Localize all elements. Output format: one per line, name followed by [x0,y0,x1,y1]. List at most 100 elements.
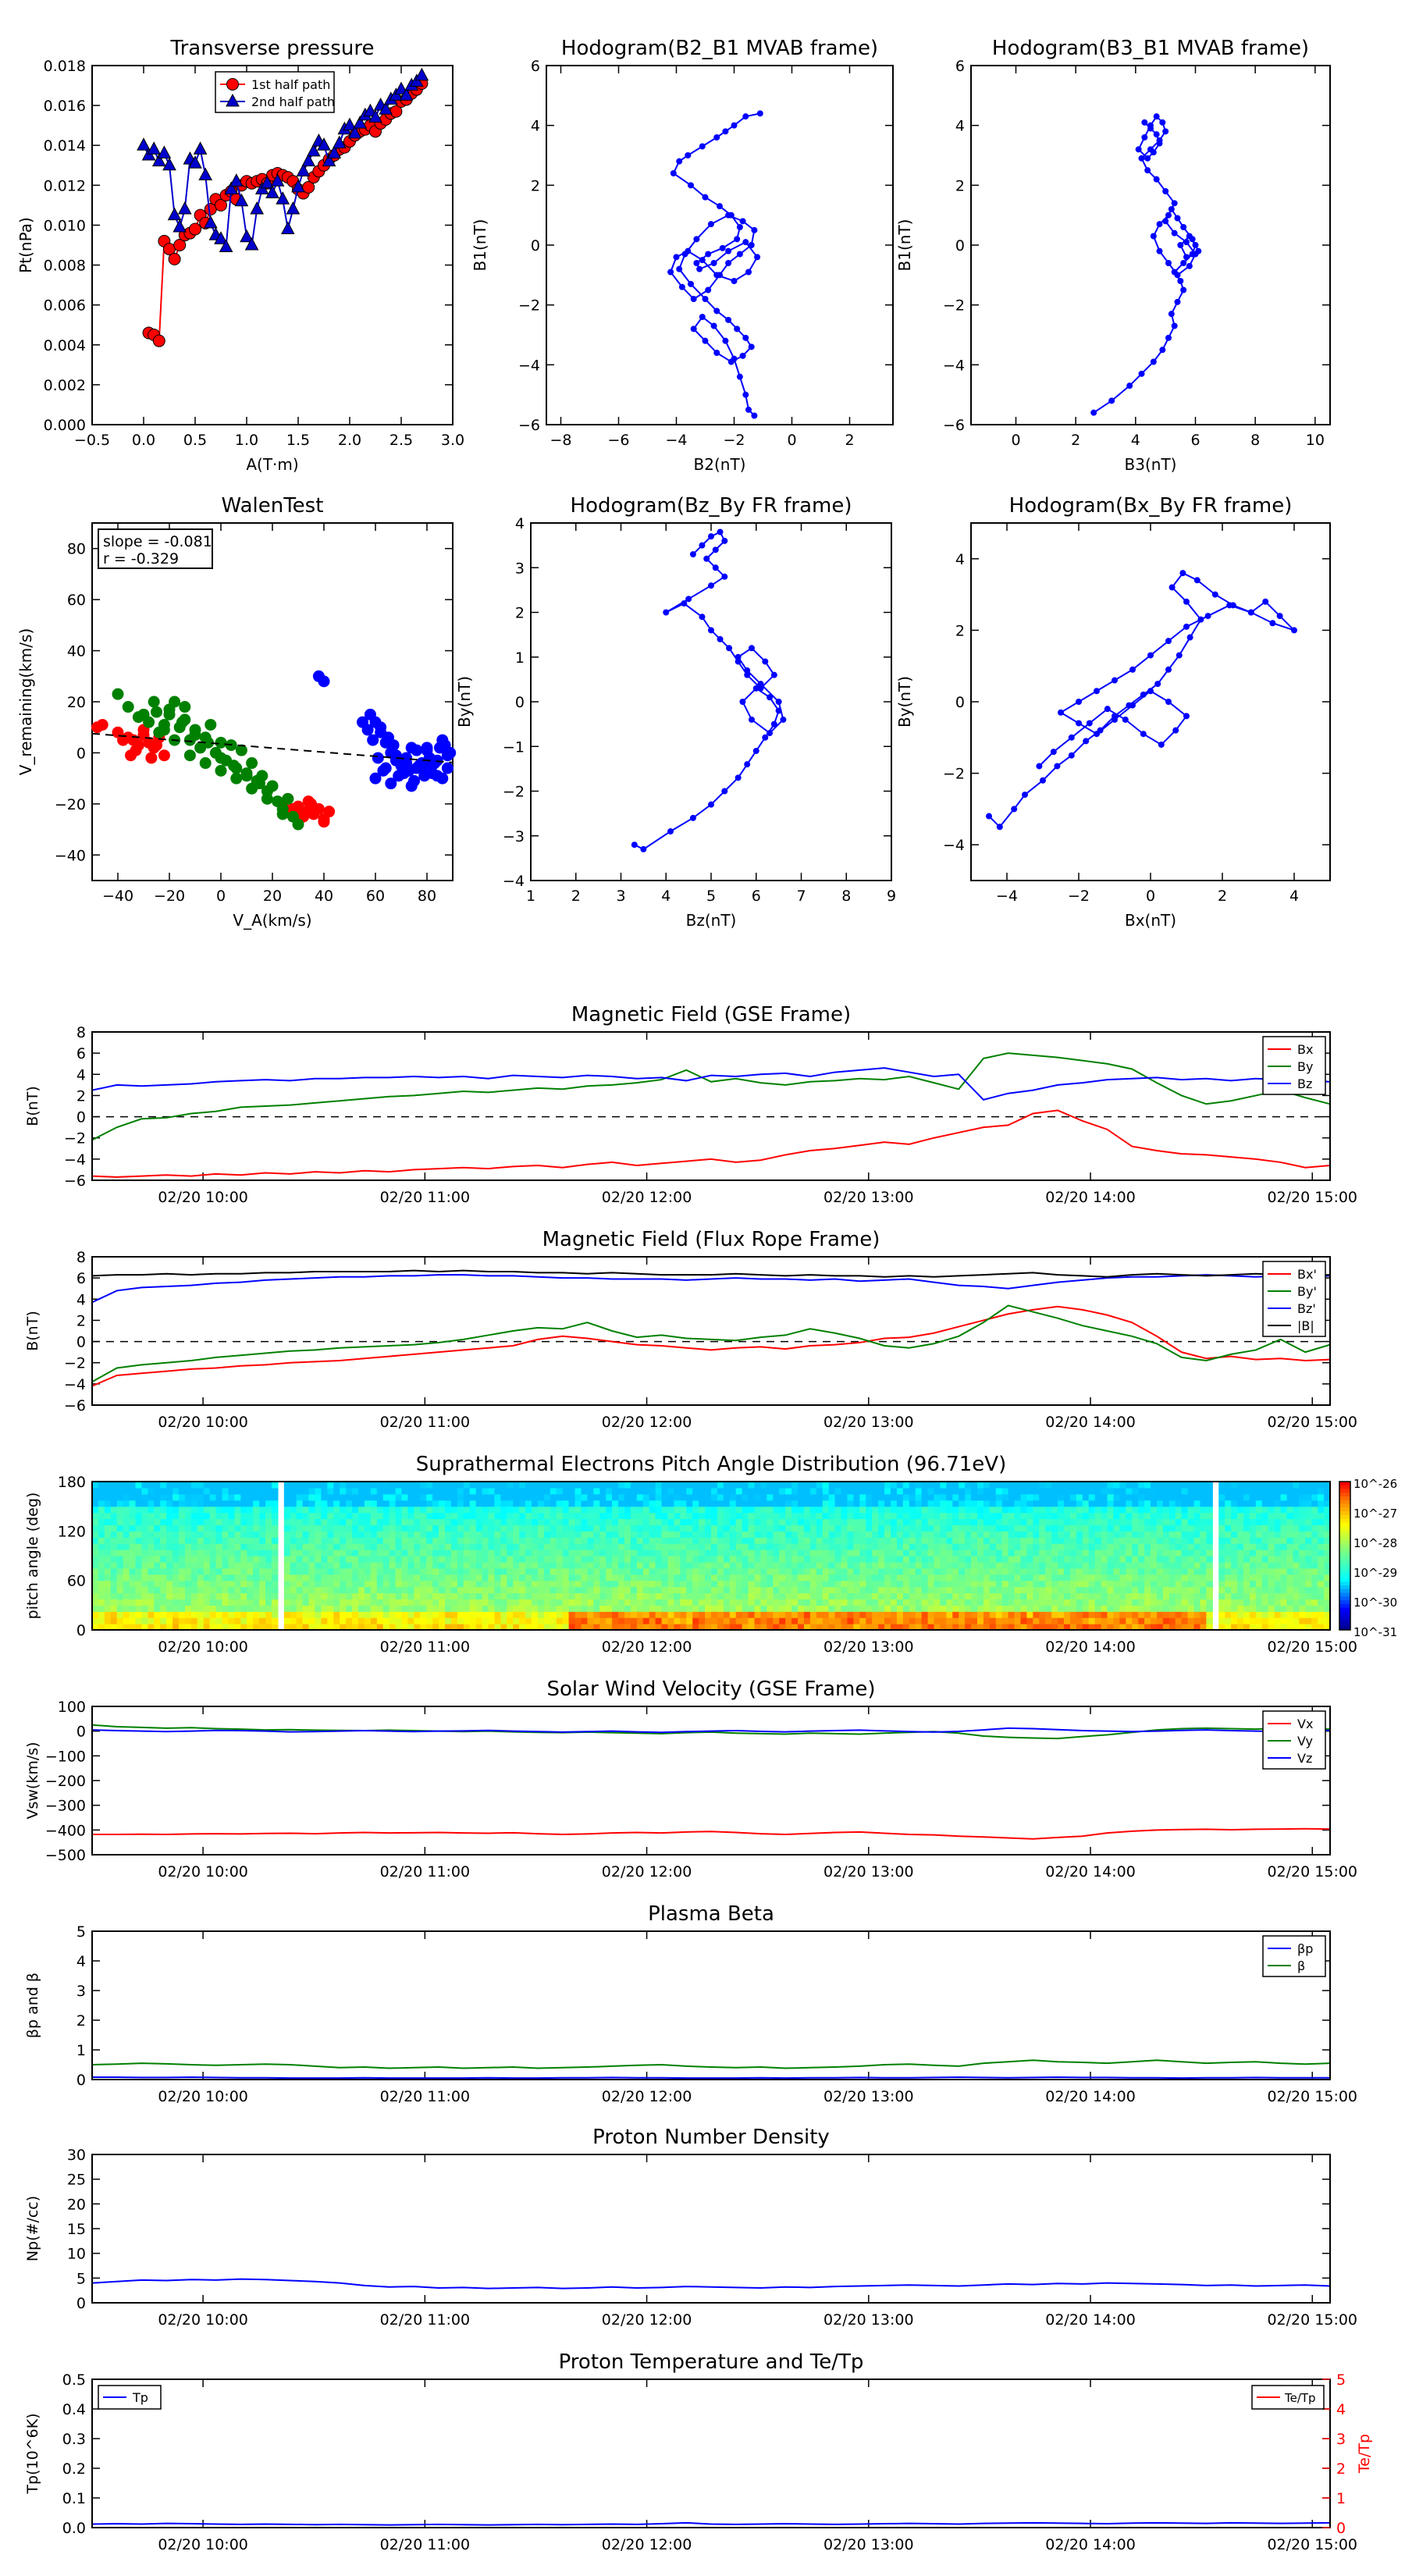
heatmap-cell [655,1586,663,1594]
heatmap-cell [240,1592,247,1600]
heatmap-cell [1076,1550,1083,1557]
heatmap-cell [934,1561,941,1569]
heatmap-cell [809,1561,817,1569]
heatmap-cell [642,1599,650,1606]
heatmap-cell [179,1561,186,1569]
heatmap-cell [537,1543,545,1550]
heatmap-cell [803,1487,811,1495]
data-point [757,681,764,688]
heatmap-cell [532,1506,539,1514]
heatmap-cell [315,1592,322,1600]
heatmap-cell [1058,1561,1065,1569]
heatmap-cell [872,1543,879,1550]
heatmap-cell [872,1525,879,1532]
heatmap-cell [346,1580,353,1588]
heatmap-cell [1088,1482,1096,1489]
heatmap-cell [834,1493,842,1501]
heatmap-cell [896,1567,904,1575]
heatmap-cell [141,1617,148,1624]
heatmap-cell [141,1493,148,1501]
heatmap-cell [661,1586,669,1594]
heatmap-cell [581,1561,588,1569]
heatmap-cell [754,1574,762,1582]
heatmap-cell [574,1518,582,1526]
heatmap-cell [841,1493,848,1501]
heatmap-cell [686,1574,693,1582]
heatmap-cell [519,1543,526,1550]
heatmap-cell [234,1617,241,1624]
heatmap-cell [556,1556,564,1563]
heatmap-cell [754,1586,762,1594]
heatmap-cell [735,1493,743,1501]
heatmap-cell [872,1605,879,1612]
heatmap-cell [222,1543,229,1550]
heatmap-cell [184,1543,192,1550]
heatmap-cell [173,1624,180,1631]
heatmap-cell [847,1574,854,1582]
heatmap-cell [296,1624,304,1631]
heatmap-cell [674,1550,681,1557]
data-point [343,117,357,131]
x-tick-label: 0 [1146,888,1155,905]
heatmap-cell [173,1500,180,1507]
heatmap-cell [636,1537,644,1544]
heatmap-cell [965,1537,972,1544]
heatmap-cell [661,1487,669,1495]
heatmap-cell [965,1482,972,1489]
heatmap-cell [803,1493,811,1501]
heatmap-cell [265,1506,272,1514]
heatmap-cell [129,1556,137,1563]
heatmap-cell [439,1624,446,1631]
heatmap-cell [711,1567,718,1575]
heatmap-cell [1064,1592,1071,1600]
heatmap-cell [173,1525,180,1532]
data-point [699,542,706,549]
heatmap-cell [376,1556,384,1563]
heatmap-cell [321,1493,328,1501]
heatmap-cell [488,1512,496,1520]
heatmap-cell [92,1543,99,1550]
heatmap-cell [321,1574,328,1582]
heatmap-cell [581,1605,588,1612]
heatmap-cell [253,1525,260,1532]
heatmap-cell [606,1599,613,1606]
heatmap-cell [785,1574,792,1582]
heatmap-cell [1088,1493,1096,1501]
heatmap-cell [965,1493,972,1501]
heatmap-cell [439,1586,446,1594]
heatmap-cell [568,1506,576,1514]
heatmap-cell [445,1611,452,1618]
heatmap-cell [717,1567,724,1575]
heatmap-cell [971,1525,978,1532]
heatmap-cell [463,1512,471,1520]
data-point [699,143,706,150]
heatmap-cell [401,1561,409,1569]
heatmap-cell [513,1512,520,1520]
axes-frame [546,65,894,425]
heatmap-cell [562,1550,570,1557]
heatmap-cell [1058,1599,1065,1606]
heatmap-cell [141,1605,148,1612]
heatmap-cell [209,1512,217,1520]
heatmap-cell [315,1518,322,1526]
heatmap-cell [482,1531,489,1538]
heatmap-cell [859,1617,866,1624]
heatmap-cell [760,1531,767,1538]
data-point [405,780,418,792]
heatmap-cell [921,1561,929,1569]
x-tick-label: −20 [154,888,185,905]
heatmap-cell [699,1605,706,1612]
heatmap-cell [439,1580,446,1588]
heatmap-cell [315,1537,322,1544]
heatmap-cell [92,1574,99,1582]
heatmap-cell [525,1518,532,1526]
heatmap-cell [389,1518,397,1526]
heatmap-cell [902,1482,910,1489]
heatmap-cell [630,1537,638,1544]
heatmap-cell [346,1561,353,1569]
heatmap-cell [364,1599,372,1606]
heatmap-cell [160,1543,167,1550]
heatmap-cell [952,1556,959,1563]
heatmap-cell [1001,1500,1009,1507]
heatmap-cell [179,1556,186,1563]
